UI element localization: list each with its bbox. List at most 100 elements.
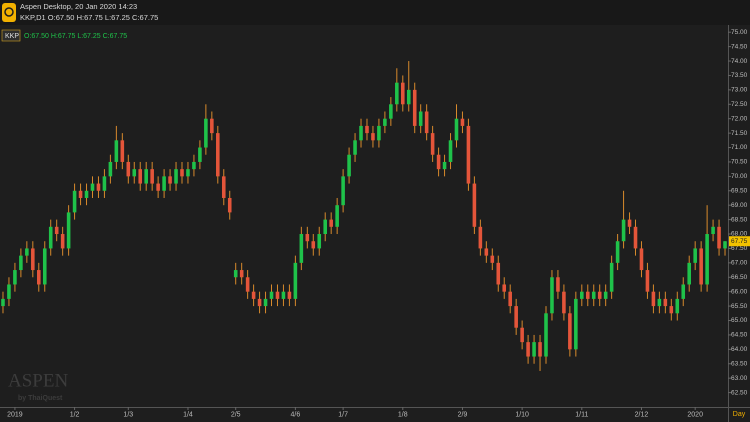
candle-body [580, 291, 584, 299]
candle-body [323, 219, 328, 235]
candle-body [669, 306, 674, 314]
legend-ohlc: O:67.50 H:67.75 L:67.25 C:67.75 [24, 33, 127, 40]
watermark: ASPEN [8, 370, 68, 391]
candle-body [216, 133, 220, 177]
candle-body [198, 147, 202, 162]
candle-body [538, 342, 542, 357]
candle-body [609, 262, 614, 292]
candle-body [508, 291, 512, 307]
app-title: Aspen Desktop, 20 Jan 2020 14:23 [20, 2, 137, 11]
candle-body [293, 262, 298, 299]
candle-body [454, 118, 459, 141]
x-tick-label: 4/6 [291, 411, 301, 418]
y-tick-label: 74.50 [731, 43, 748, 50]
y-tick-label: 73.50 [731, 72, 748, 79]
x-tick-label: 2/5 [231, 411, 241, 418]
candle-body [156, 183, 160, 191]
candle-body [96, 183, 101, 191]
y-tick-label: 65.00 [731, 317, 748, 324]
candle-body [663, 298, 668, 307]
y-tick-label: 67.50 [731, 245, 748, 252]
x-tick-label: 2/9 [458, 411, 468, 418]
candle-body [544, 313, 548, 357]
x-tick-label: 1/7 [338, 411, 348, 418]
x-tick-label: 1/8 [398, 411, 408, 418]
candle-body [574, 298, 578, 350]
candle-body [597, 291, 602, 299]
candle-body [42, 248, 47, 285]
candle-body [395, 82, 399, 105]
candle-body [221, 176, 226, 198]
candle-body [335, 205, 339, 227]
candle-body [132, 169, 137, 177]
candle-body [108, 161, 113, 177]
candle-body [347, 154, 351, 177]
candle-body [210, 118, 214, 134]
candle-body [424, 111, 429, 134]
candle-body [400, 82, 405, 105]
candle-body [120, 140, 125, 162]
x-tick-label: 1/4 [183, 411, 193, 418]
candle-body [448, 140, 453, 162]
candle-body [723, 241, 727, 249]
y-tick-label: 75.00 [731, 29, 748, 36]
candle-body [550, 277, 554, 314]
x-tick-label: 2020 [687, 411, 703, 418]
x-tick-label: 1/10 [515, 411, 529, 418]
candle-body [568, 313, 572, 350]
y-tick-label: 62.50 [731, 389, 748, 396]
candle-body [192, 161, 196, 170]
candle-body [227, 197, 232, 213]
candle-body [520, 327, 524, 343]
candle-body [687, 262, 692, 285]
app-logo [2, 3, 16, 22]
candle-body [36, 270, 41, 285]
candle-body [162, 176, 166, 191]
candle-body [245, 277, 250, 292]
candle-body [287, 291, 292, 299]
candle-body [353, 140, 357, 155]
candle-body [19, 255, 23, 271]
candle-body [651, 291, 656, 307]
legend-badge [1, 29, 21, 42]
candle-body [406, 89, 411, 105]
candle-body [257, 298, 262, 307]
y-tick-label: 68.00 [731, 231, 748, 238]
candle-body [102, 176, 107, 191]
candle-body [168, 176, 172, 184]
x-tick-label: 1/3 [123, 411, 133, 418]
candle-body [490, 255, 495, 263]
candle-body [138, 169, 143, 184]
candle-body [204, 118, 208, 148]
candle-body [150, 169, 154, 184]
y-tick-label: 66.00 [731, 288, 748, 295]
candle-body [645, 270, 650, 292]
candle-body [31, 248, 35, 271]
candle-body [603, 291, 608, 299]
candle-body [711, 226, 715, 235]
candle-body [78, 190, 83, 198]
candle-body [126, 161, 131, 177]
candle-body [585, 291, 590, 299]
candle-body [144, 169, 148, 184]
candle-body [514, 306, 518, 328]
candle-body [233, 270, 238, 278]
candle-body [275, 291, 280, 299]
candle-body [13, 270, 17, 285]
header-bar [0, 0, 750, 25]
y-tick-label: 68.50 [731, 216, 748, 223]
candle-body [174, 169, 178, 184]
y-tick-label: 70.50 [731, 159, 748, 166]
candle-body [25, 248, 29, 256]
candle-body [657, 298, 662, 307]
x-tick-label: 1/2 [70, 411, 80, 418]
symbol-summary: KKP,D1 O:67.50 H:67.75 L:67.25 C:67.75 [20, 13, 158, 22]
last-price-label: 67.75 [731, 238, 748, 245]
watermark-sub: by ThaiQuest [18, 395, 63, 402]
candle-body [329, 219, 333, 227]
candle-body [54, 226, 59, 235]
app-logo-mark [4, 7, 14, 17]
candle-body [699, 248, 703, 285]
